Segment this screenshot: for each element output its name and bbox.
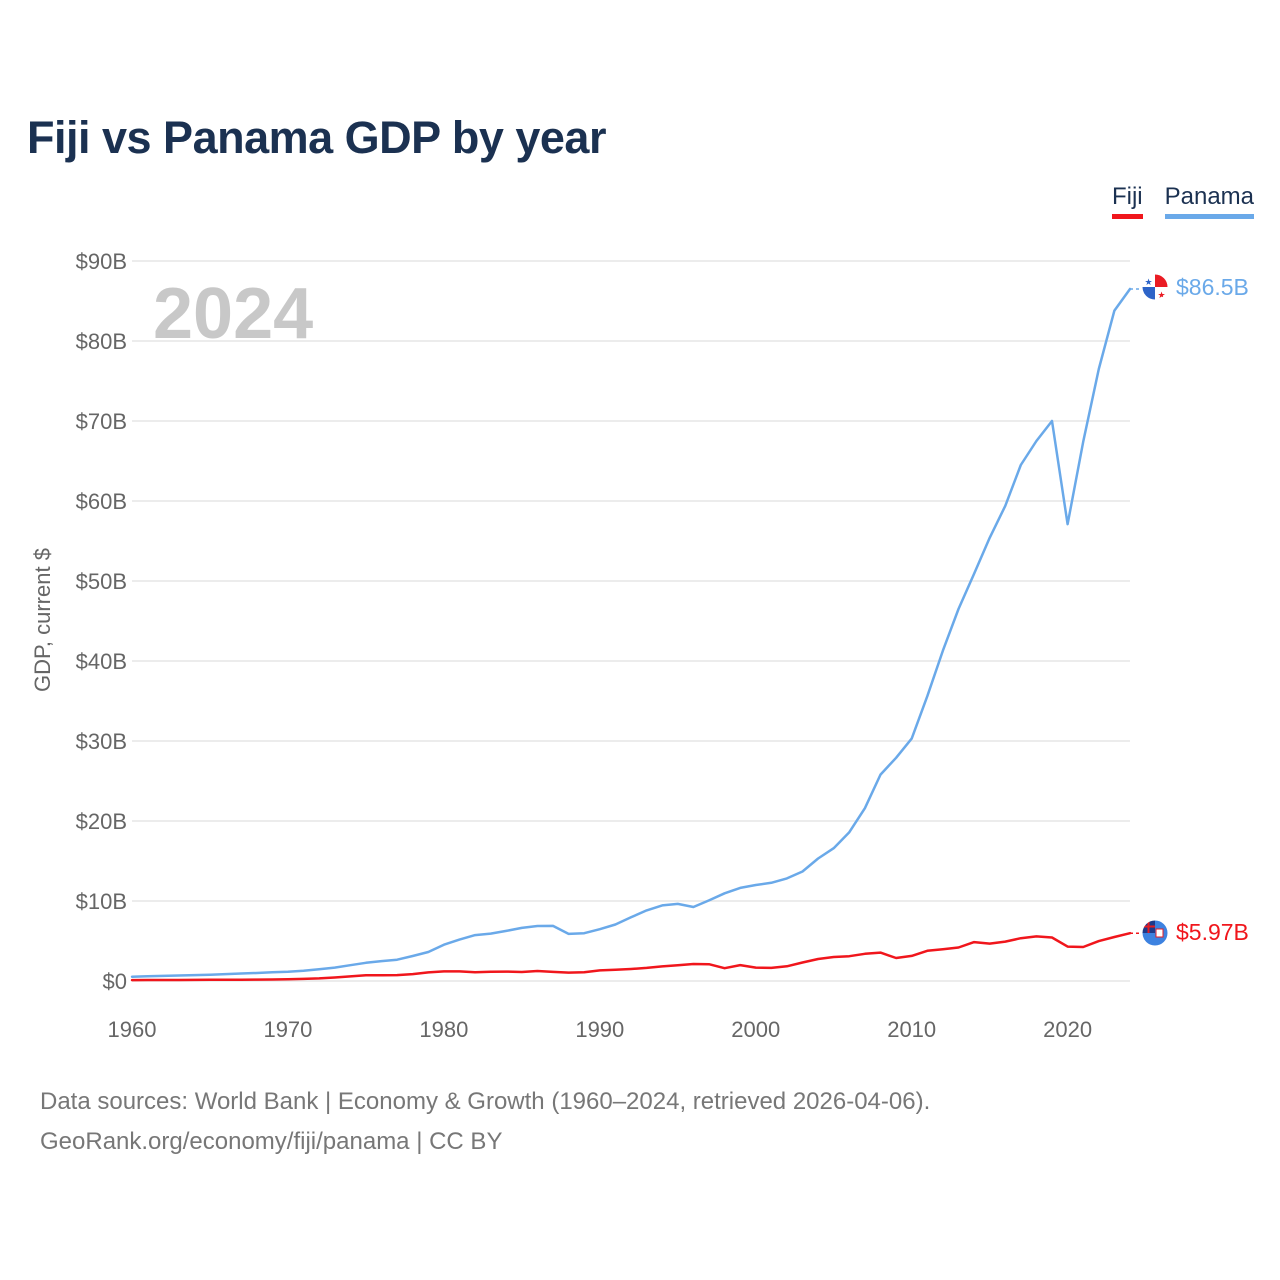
chart-title: Fiji vs Panama GDP by year	[27, 112, 606, 163]
fiji-flag-icon	[1141, 919, 1169, 947]
x-tick-label: 1970	[263, 1017, 312, 1042]
x-tick-label: 2010	[887, 1017, 936, 1042]
attribution-link[interactable]: GeoRank.org/economy/fiji/panama | CC BY	[40, 1128, 503, 1155]
year-watermark: 2024	[153, 274, 313, 354]
panama-end-value-label: $86.5B	[1176, 274, 1249, 300]
panama-flag-icon: ★ ★	[1141, 273, 1169, 301]
series	[130, 287, 1142, 982]
x-tick-label: 1990	[575, 1017, 624, 1042]
fiji-end-value-label: $5.97B	[1176, 919, 1249, 945]
legend: Fiji Panama	[1111, 183, 1254, 219]
y-tick-label: $0	[103, 969, 127, 994]
x-axis: 1960 1970 1980 1990 2000 2010 2020	[108, 1017, 1093, 1042]
x-tick-label: 2020	[1043, 1017, 1092, 1042]
y-tick-label: $10B	[76, 889, 127, 914]
series-line-fiji[interactable]	[130, 931, 1132, 982]
legend-item-fiji[interactable]: Fiji	[1111, 183, 1143, 219]
y-tick-label: $20B	[76, 809, 127, 834]
y-tick-label: $70B	[76, 409, 127, 434]
y-tick-label: $90B	[76, 249, 127, 274]
svg-text:★: ★	[1157, 291, 1165, 301]
y-axis: $0 $10B $20B $30B $40B $50B $60B $70B $80B $90B	[76, 249, 127, 994]
x-tick-label: 1980	[419, 1017, 468, 1042]
y-axis-label: GDP, current $	[30, 548, 55, 692]
series-line-panama[interactable]	[130, 287, 1132, 978]
y-tick-label: $30B	[76, 729, 127, 754]
x-tick-label: 2000	[731, 1017, 780, 1042]
y-tick-label: $50B	[76, 569, 127, 594]
y-tick-label: $40B	[76, 649, 127, 674]
legend-item-panama[interactable]: Panama	[1164, 183, 1254, 219]
y-tick-label: $80B	[76, 329, 127, 354]
source-note: Data sources: World Bank | Economy & Gro…	[40, 1082, 930, 1162]
source-line: Data sources: World Bank | Economy & Gro…	[40, 1088, 931, 1115]
svg-text:★: ★	[1144, 278, 1152, 288]
grid	[132, 260, 1130, 982]
y-tick-label: $60B	[76, 489, 127, 514]
x-tick-label: 1960	[108, 1017, 157, 1042]
